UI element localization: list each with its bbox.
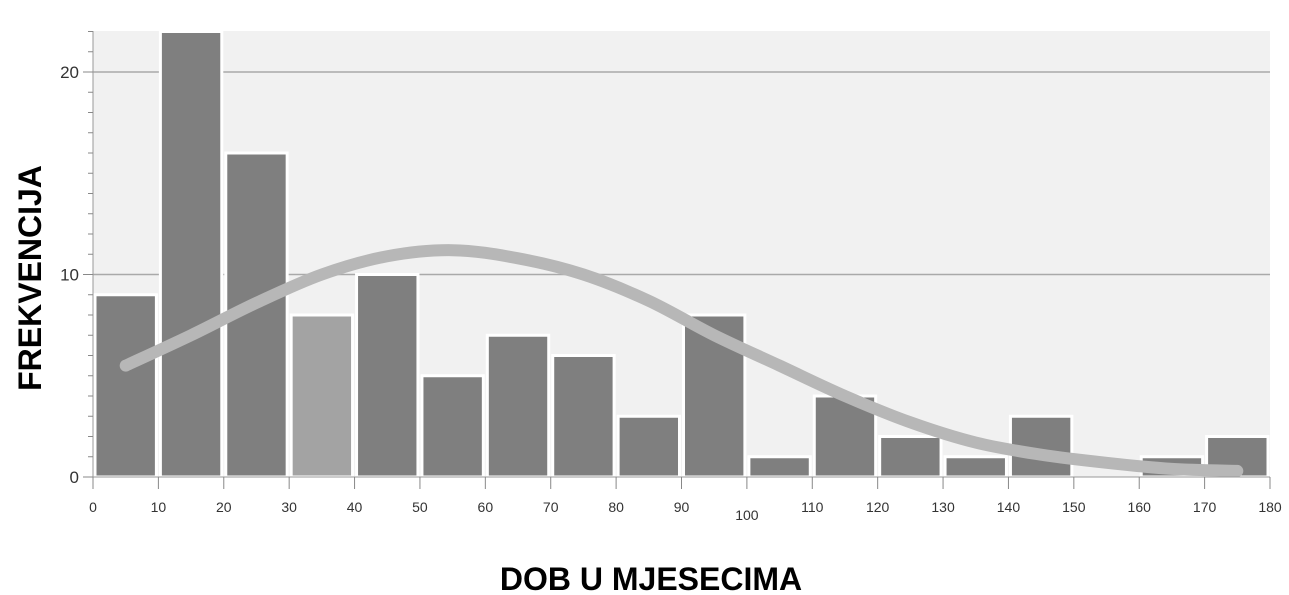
x-tick-label: 140 [997,499,1021,515]
x-tick-label: 120 [866,499,890,515]
x-tick-label: 130 [931,499,955,515]
x-tick-label: 10 [151,499,167,515]
bar-13 [943,455,1008,479]
plot-background [93,31,1270,477]
y-tick-label: 10 [60,266,79,285]
x-tick-label: 110 [801,499,824,515]
x-tick-label: 90 [674,499,690,515]
bar-6 [485,333,551,479]
y-tick-label: 0 [70,468,79,487]
x-tick-label: 0 [89,499,97,515]
x-tick-labels: 0 10 20 30 40 50 60 70 80 90 100 110 120 130 140 150 160… [89,499,1282,523]
bar-3 [289,313,355,479]
bars [93,30,1270,479]
bar-5 [420,374,485,479]
x-tick-label: 150 [1062,499,1086,515]
y-tick-label: 20 [60,63,79,82]
axes [83,31,1271,489]
x-tick-label: 40 [347,499,363,515]
x-tick-label: 100 [735,507,759,523]
bar-8 [616,414,681,479]
x-axis-title: DOB U MJESECIMA [500,561,802,595]
y-tick-labels: 0 10 20 [60,63,79,487]
bar-2 [224,151,289,479]
x-tick-label: 30 [281,499,297,515]
x-tick-label: 160 [1128,499,1152,515]
bar-1 [158,30,224,479]
y-axis-title: FREKVENCIJA [12,165,48,391]
x-tick-label: 80 [608,499,624,515]
x-tick-label: 170 [1193,499,1217,515]
gridlines [93,71,1270,276]
bar-0 [93,293,158,479]
normal-curve [119,244,1244,477]
bar-7 [551,354,616,479]
bar-10 [747,455,812,479]
x-tick-label: 50 [412,499,428,515]
bar-12 [878,435,943,479]
x-tick-label: 60 [478,499,494,515]
x-tick-label: 20 [216,499,232,515]
bar-4 [355,273,420,479]
x-tick-label: 180 [1258,499,1282,515]
x-tick-label: 70 [543,499,559,515]
